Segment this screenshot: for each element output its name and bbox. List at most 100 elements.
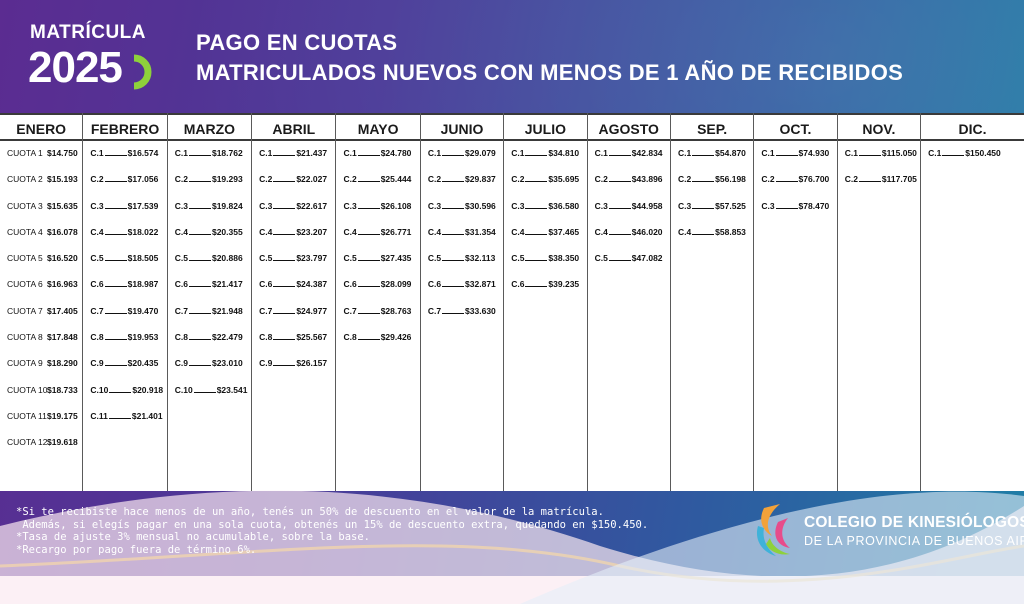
installment-leader-line [188,227,211,235]
installment-leader-line [188,253,211,262]
month-header: JULIO [504,113,587,141]
installment-row: C.1 $34.810 [504,148,586,174]
installment-row: C.9 $20.435 [83,358,166,384]
installment-amount: $29.426 [380,332,412,343]
installment-amount: $26.157 [296,358,328,369]
installment-amount: $21.437 [296,148,328,158]
installment-amount: $23.010 [211,358,243,369]
installment-row: C.8 $29.426 [336,332,419,358]
footnote-line: Además, si elegís pagar en una sola cuot… [16,518,649,531]
installment-amount: $16.574 [127,148,159,158]
installment-row: C.1 $21.437 [252,148,335,174]
installment-label: C.5 [427,253,442,264]
installment-label: C.2 [844,174,858,185]
installment-label: C.3 [90,200,104,211]
month-column: AGOSTO C.1 $42.834 C.2 $43.896 C.3 $44.958 C.4 $… [587,113,671,491]
installment-label: C.5 [343,253,357,264]
installment-amount: $25.567 [296,332,328,343]
installment-amount: $18.290 [47,358,78,369]
installment-label: C.10 [174,384,193,395]
installment-leader-line [104,227,127,235]
installment-label: C.6 [259,279,273,290]
installment-leader-line [357,332,380,341]
installment-row: C.3 $26.108 [336,201,419,227]
month-installments: C.1 $24.780 C.2 $25.444 C.3 $26.108 C.4 $26.771… [336,141,419,358]
installment-row: C.4 $31.354 [421,227,503,253]
installment-amount: $43.896 [631,174,663,185]
installment-leader-line [442,306,465,314]
month-columns: ENERO CUOTA 1 $14.750 CUOTA 2 $15.193 CUOTA 3… [0,113,1024,491]
month-installments: C.1 $115.050 C.2 $117.705 [838,141,920,201]
installment-leader-line [273,306,296,314]
installment-amount: $29.837 [465,174,496,185]
installment-row: C.10 $20.918 [83,385,166,411]
installment-leader-line [858,174,881,183]
installment-label: C.4 [594,226,608,237]
installment-row: C.1 $18.762 [168,148,251,174]
installment-leader-line [104,148,127,156]
installment-leader-line [357,148,380,156]
installment-leader-line [357,306,380,314]
installment-label: C.6 [90,279,104,290]
installment-label: C.8 [343,332,357,343]
installment-leader-line [188,358,211,367]
installment-leader-line [188,332,211,341]
installment-leader-line [188,306,211,314]
installment-leader-line [608,201,631,209]
header-line-2: MATRICULADOS NUEVOS CON MENOS DE 1 AÑO D… [196,60,904,85]
installment-leader-line [608,148,631,156]
month-installments: CUOTA 1 $14.750 CUOTA 2 $15.193 CUOTA 3 $15.6… [0,141,82,464]
installment-row: C.5 $27.435 [336,253,419,279]
installment-amount: $19.824 [211,200,243,211]
installment-row: C.3 $30.596 [421,201,503,227]
installment-amount: $17.405 [47,305,78,316]
installment-leader-line [442,253,465,262]
installment-amount: $20.886 [211,253,243,264]
logo-arc-icon [133,54,152,90]
installment-amount: $23.207 [296,226,328,237]
installment-amount: $19.293 [211,174,243,185]
installment-leader-line [273,358,296,367]
installment-row: C.2 $17.056 [83,174,166,200]
installment-label: C.6 [174,279,188,290]
installment-amount: $22.479 [211,332,243,343]
installment-amount: $44.958 [631,200,663,211]
installment-amount: $22.617 [296,200,328,211]
installment-row: C.2 $43.896 [588,174,670,200]
installment-row: C.2 $76.700 [754,174,836,200]
installment-amount: $31.354 [465,226,496,237]
installment-row: C.6 $28.099 [336,279,419,305]
installment-amount: $46.020 [631,226,663,237]
installment-amount: $18.762 [211,148,243,158]
installments-table: ENERO CUOTA 1 $14.750 CUOTA 2 $15.193 CUOTA 3… [0,113,1024,604]
installment-row: C.6 $39.235 [504,279,586,305]
header-title: PAGO EN CUOTAS MATRICULADOS NUEVOS CON M… [196,28,903,88]
installment-amount: $20.918 [132,384,164,395]
month-header: DIC. [921,113,1024,141]
month-column: ENERO CUOTA 1 $14.750 CUOTA 2 $15.193 CUOTA 3… [0,113,84,491]
installment-label: C.2 [90,174,104,185]
installment-label: C.5 [174,253,188,264]
installment-amount: $24.387 [296,279,328,290]
installment-row: C.6 $32.871 [421,279,503,305]
installment-row: C.2 $117.705 [838,174,920,200]
installment-row: C.5 $20.886 [168,253,251,279]
installment-amount: $17.848 [47,332,78,343]
month-header: FEBRERO [83,113,167,141]
installment-row: CUOTA 10 $18.733 [0,385,82,411]
installment-amount: $117.705 [881,174,917,185]
installment-row: C.8 $22.479 [168,332,251,358]
installment-amount: $39.235 [548,279,580,290]
installment-leader-line [104,279,127,288]
installment-row: C.3 $36.580 [504,201,586,227]
installment-leader-line [104,174,127,183]
installment-row: C.7 $28.763 [336,306,419,332]
installment-leader-line [104,358,127,367]
installment-amount: $26.771 [380,226,412,237]
installment-amount: $24.780 [380,148,412,158]
installment-row: C.2 $56.198 [671,174,753,200]
installment-label: C.2 [677,174,692,185]
colegio-brand: COLEGIO DE KINESIÓLOGOS DE LA PROVINCIA … [750,498,1024,564]
month-column: MAYO C.1 $24.780 C.2 $25.444 C.3 $26.108 C.4 $26… [336,113,421,491]
installment-row: C.6 $18.987 [83,279,166,305]
